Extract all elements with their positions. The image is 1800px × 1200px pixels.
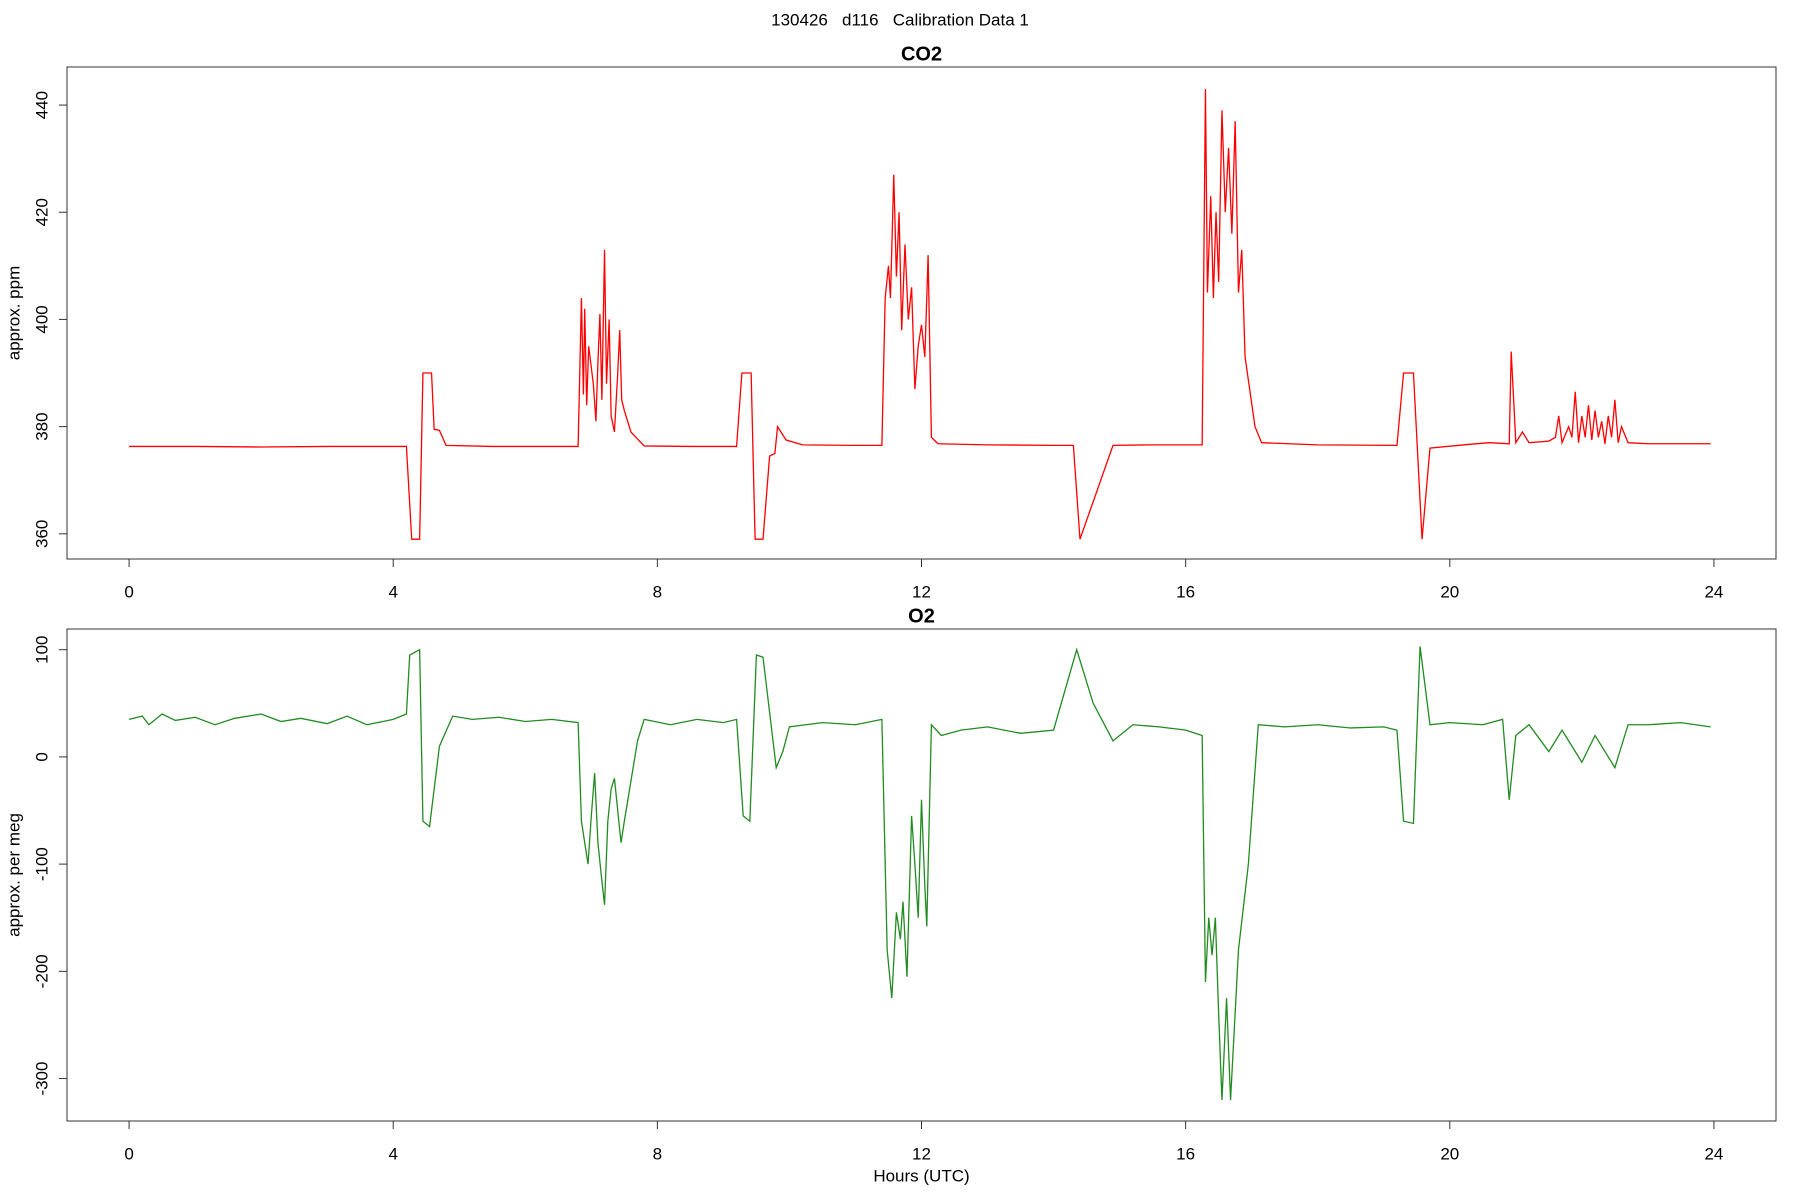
y-axis-label: approx. per meg: [4, 813, 23, 937]
x-tick-label: 8: [653, 582, 662, 601]
y-tick-label: 380: [32, 412, 51, 440]
x-tick-label: 16: [1176, 582, 1195, 601]
x-tick-label: 20: [1440, 582, 1459, 601]
x-tick-label: 24: [1704, 582, 1723, 601]
y-tick-label: -200: [32, 954, 51, 988]
y-tick-label: 100: [32, 636, 51, 664]
y-tick-label: 400: [32, 305, 51, 333]
y-tick-label: 0: [32, 752, 51, 761]
data-line: [129, 88, 1711, 540]
y-tick-label: -100: [32, 847, 51, 881]
y-tick-label: 420: [32, 198, 51, 226]
x-tick-label: 24: [1704, 1144, 1723, 1163]
y-tick-label: -300: [32, 1062, 51, 1096]
y-tick-label: 440: [32, 91, 51, 119]
data-line: [128, 646, 1711, 1101]
x-tick-label: 0: [124, 582, 133, 601]
x-tick-label: 20: [1440, 1144, 1459, 1163]
x-tick-label: 0: [124, 1144, 133, 1163]
x-tick-label: 4: [388, 1144, 397, 1163]
x-tick-label: 4: [388, 582, 397, 601]
x-axis-label: Hours (UTC): [873, 1166, 969, 1185]
x-tick-label: 16: [1176, 1144, 1195, 1163]
x-tick-label: 12: [912, 582, 931, 601]
x-tick-label: 8: [653, 1144, 662, 1163]
page-title: 130426 d116 Calibration Data 1: [771, 10, 1029, 29]
y-axis-label: approx. ppm: [4, 266, 23, 361]
x-tick-label: 12: [912, 1144, 931, 1163]
chart-title: CO2: [901, 43, 942, 65]
chart-title: O2: [908, 605, 935, 627]
y-tick-label: 360: [32, 520, 51, 548]
